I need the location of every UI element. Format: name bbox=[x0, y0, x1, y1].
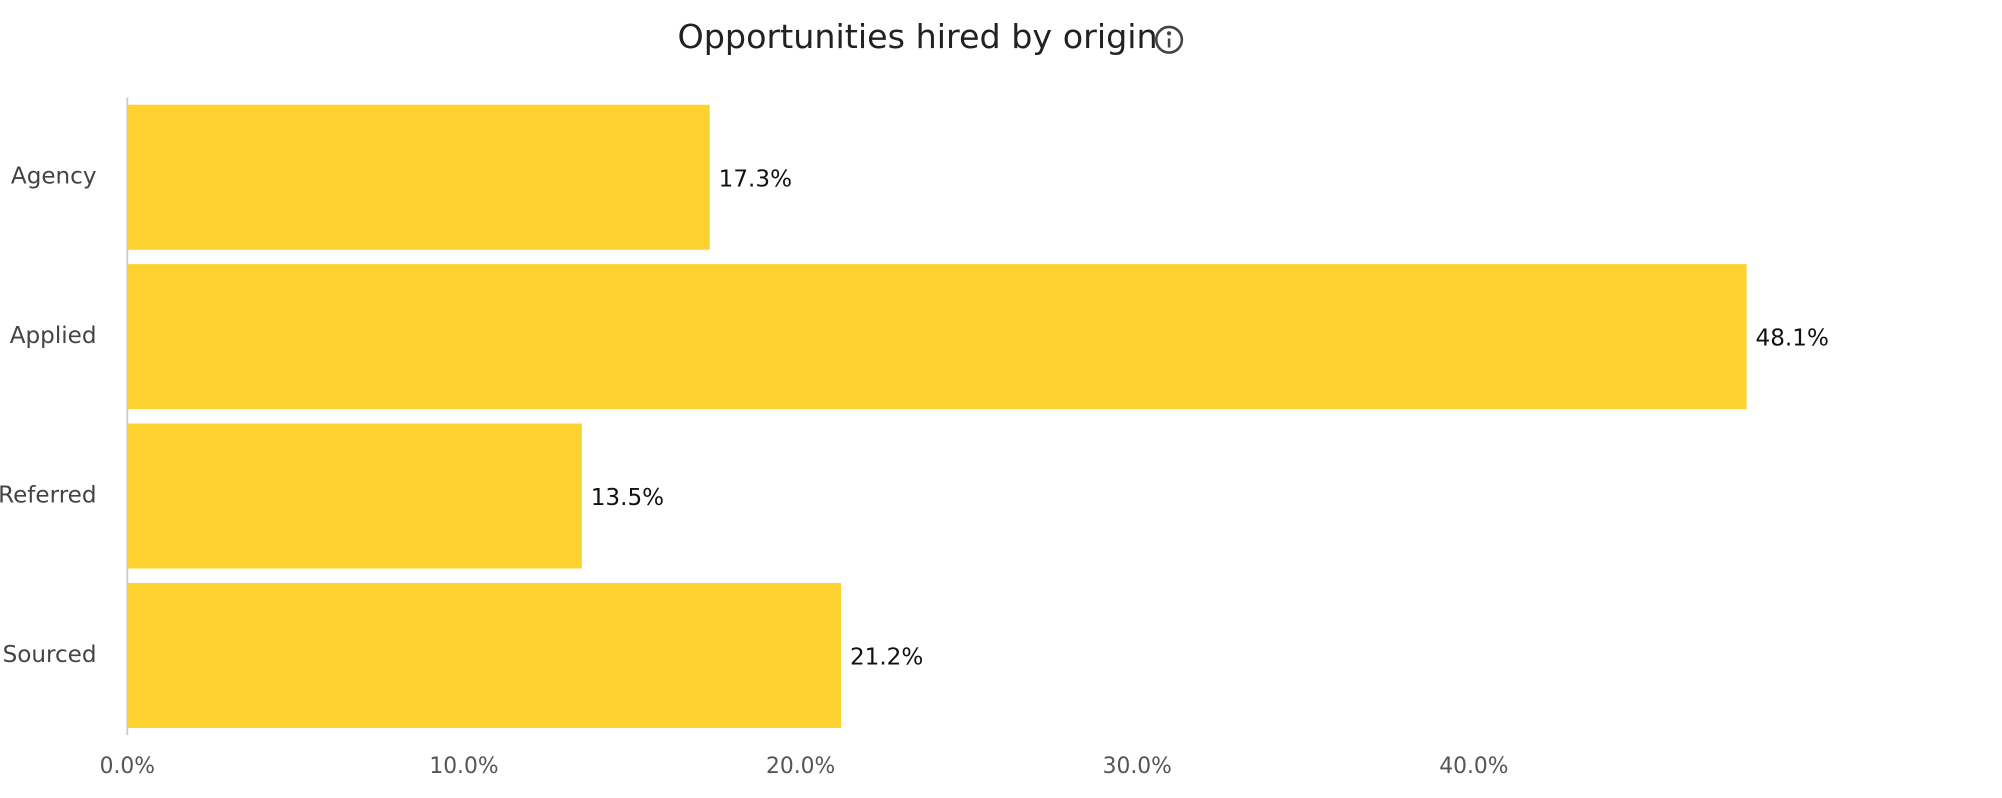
x-tick-label: 0.0% bbox=[100, 754, 155, 779]
chart-title: Opportunities hired by origin bbox=[678, 17, 1158, 56]
x-tick-label: 10.0% bbox=[429, 754, 498, 779]
value-label: 13.5% bbox=[591, 485, 664, 511]
info-icon[interactable] bbox=[1154, 25, 1184, 54]
y-tick-label: Agency bbox=[11, 164, 97, 190]
value-label: 17.3% bbox=[719, 166, 792, 192]
bar bbox=[127, 423, 582, 569]
y-tick-label: Applied bbox=[10, 323, 97, 349]
bar bbox=[127, 264, 1747, 410]
x-tick-label: 20.0% bbox=[766, 754, 835, 779]
bar bbox=[127, 104, 710, 250]
y-tick-label: Sourced bbox=[3, 642, 97, 668]
y-tick-label: Referred bbox=[0, 483, 97, 509]
x-tick-label: 40.0% bbox=[1439, 754, 1508, 779]
bar bbox=[127, 582, 841, 728]
value-label: 21.2% bbox=[850, 644, 923, 670]
value-label: 48.1% bbox=[1756, 326, 1829, 352]
x-tick-label: 30.0% bbox=[1103, 754, 1172, 779]
